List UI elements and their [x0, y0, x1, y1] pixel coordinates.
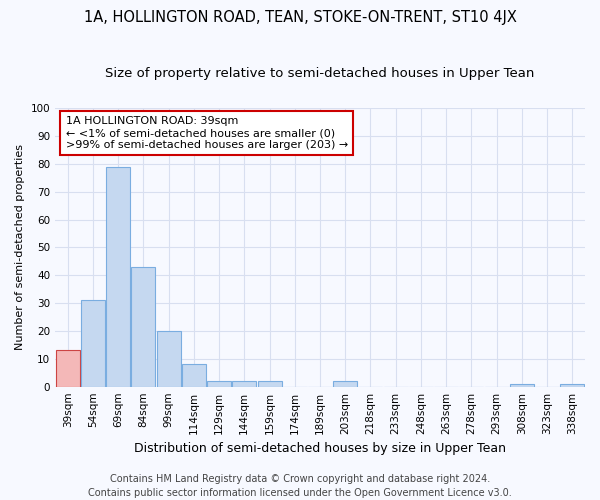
Y-axis label: Number of semi-detached properties: Number of semi-detached properties — [15, 144, 25, 350]
X-axis label: Distribution of semi-detached houses by size in Upper Tean: Distribution of semi-detached houses by … — [134, 442, 506, 455]
Text: 1A HOLLINGTON ROAD: 39sqm
← <1% of semi-detached houses are smaller (0)
>99% of : 1A HOLLINGTON ROAD: 39sqm ← <1% of semi-… — [65, 116, 348, 150]
Text: Contains HM Land Registry data © Crown copyright and database right 2024.
Contai: Contains HM Land Registry data © Crown c… — [88, 474, 512, 498]
Bar — [56, 350, 80, 386]
Bar — [560, 384, 584, 386]
Title: Size of property relative to semi-detached houses in Upper Tean: Size of property relative to semi-detach… — [106, 68, 535, 80]
Bar — [157, 331, 181, 386]
Bar — [232, 381, 256, 386]
Bar — [510, 384, 534, 386]
Text: 1A, HOLLINGTON ROAD, TEAN, STOKE-ON-TRENT, ST10 4JX: 1A, HOLLINGTON ROAD, TEAN, STOKE-ON-TREN… — [83, 10, 517, 25]
Bar — [333, 381, 357, 386]
Bar — [81, 300, 105, 386]
Bar — [131, 267, 155, 386]
Bar — [207, 381, 231, 386]
Bar — [182, 364, 206, 386]
Bar — [106, 166, 130, 386]
Bar — [257, 381, 281, 386]
